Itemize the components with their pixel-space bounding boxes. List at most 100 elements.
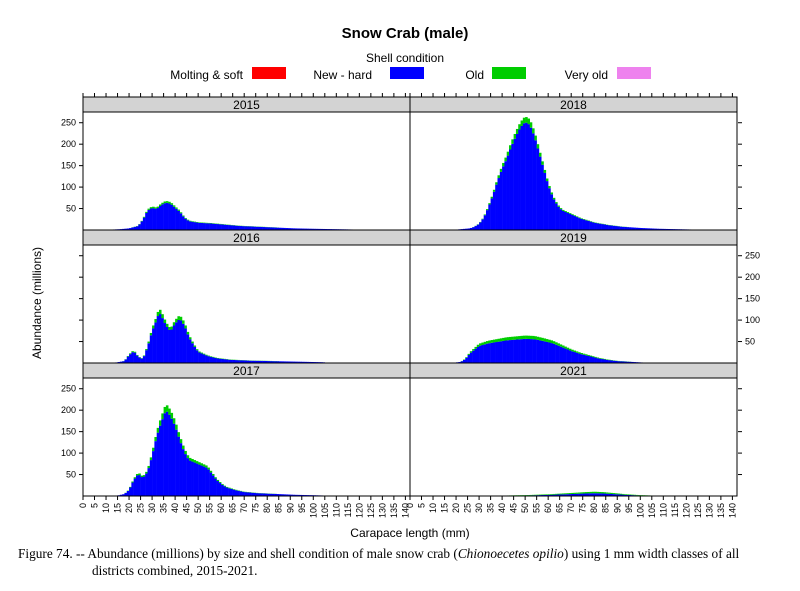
bar — [465, 357, 468, 363]
bar-old — [564, 493, 567, 495]
bar-old — [571, 214, 574, 216]
bar-old — [612, 493, 616, 495]
bar — [320, 228, 323, 230]
panel-bars-2017 — [115, 405, 335, 496]
bar-old — [529, 122, 533, 128]
bar-old — [568, 493, 572, 495]
bar — [264, 361, 268, 363]
bar — [248, 360, 252, 363]
bar — [617, 361, 620, 363]
panel-strip-label-2015: 2015 — [233, 98, 260, 112]
bar-old — [152, 325, 155, 329]
y-tick-label: 100 — [61, 182, 76, 192]
bar — [469, 227, 473, 230]
bar-old — [488, 340, 491, 344]
bar — [663, 228, 666, 230]
bar — [179, 213, 183, 230]
bar — [315, 228, 319, 230]
bar-old — [172, 418, 176, 424]
bar — [237, 360, 240, 363]
bar — [260, 226, 263, 230]
bar — [216, 481, 220, 496]
bar — [598, 493, 602, 496]
x-tick-label: 100 — [308, 503, 318, 518]
bar-old — [591, 491, 595, 494]
bar — [214, 223, 217, 230]
legend: Molting & soft New - hard Old Very old — [170, 67, 651, 82]
bar — [481, 219, 484, 230]
bar — [158, 314, 162, 363]
bar — [239, 360, 243, 363]
bar-old — [205, 465, 208, 468]
bar-old — [594, 491, 597, 494]
bar — [651, 228, 655, 230]
bar — [216, 224, 220, 230]
bar-old — [202, 353, 206, 355]
y-tick-label: 50 — [66, 470, 76, 480]
bar — [177, 210, 180, 230]
bar-old — [149, 457, 153, 461]
bar — [548, 342, 551, 363]
bar — [290, 361, 293, 363]
bar — [262, 227, 266, 230]
bar-old — [619, 493, 623, 495]
bar-old — [506, 337, 510, 341]
bar — [596, 493, 600, 496]
chart: Snow Crab (male) Shell condition Molting… — [30, 25, 760, 540]
bar — [163, 203, 167, 230]
x-axis: 0 5 10 15 20 25 30 35 40 45 50 55 60 65 70 75 80 85 90 95 10… — [78, 93, 737, 518]
bar-old — [564, 346, 567, 349]
bar — [274, 361, 277, 363]
panel-2021: 2021 — [409, 362, 738, 497]
bar — [462, 359, 466, 363]
bar — [621, 494, 625, 496]
x-tick-label: 75 — [251, 503, 261, 513]
bar-old — [145, 471, 148, 474]
bar — [188, 339, 192, 363]
panel-strip-label-2021: 2021 — [560, 364, 587, 378]
bar — [246, 226, 250, 230]
bar-old — [191, 341, 194, 344]
legend-label-1: New - hard — [313, 68, 372, 82]
bar — [179, 320, 183, 363]
bar — [274, 493, 277, 496]
bar — [617, 226, 620, 230]
bar — [591, 357, 595, 363]
bar-old — [177, 316, 180, 320]
bar — [582, 354, 586, 363]
panel-2018: 2018 — [409, 96, 738, 231]
bar — [573, 493, 577, 496]
bar-old — [550, 340, 554, 344]
bar — [232, 489, 236, 496]
bar — [610, 493, 613, 496]
bar-old — [580, 492, 583, 494]
bar — [195, 222, 199, 230]
bar-old — [156, 311, 160, 317]
bar-old — [561, 209, 565, 211]
bar — [306, 361, 309, 363]
bar — [582, 493, 586, 496]
bar — [582, 219, 586, 230]
bar — [557, 494, 560, 496]
bar — [138, 475, 141, 496]
bar — [234, 360, 238, 363]
bar — [511, 339, 514, 363]
bar — [283, 227, 286, 230]
bar-old — [548, 339, 551, 343]
bar-old — [225, 486, 229, 488]
bar-old — [614, 493, 618, 495]
bar — [538, 340, 542, 363]
bar — [624, 226, 627, 230]
bar-old — [202, 464, 206, 467]
panel-frame-2015 — [82, 111, 411, 231]
bar — [552, 494, 556, 496]
caption-line1-end: ) using 1 mm width classes of all — [563, 546, 740, 561]
bar — [292, 494, 296, 496]
bar — [131, 352, 134, 363]
bar-old — [483, 341, 487, 345]
bar — [624, 494, 627, 496]
bar — [191, 343, 194, 363]
bar — [536, 148, 540, 230]
bar — [548, 494, 551, 496]
bar — [283, 494, 286, 496]
